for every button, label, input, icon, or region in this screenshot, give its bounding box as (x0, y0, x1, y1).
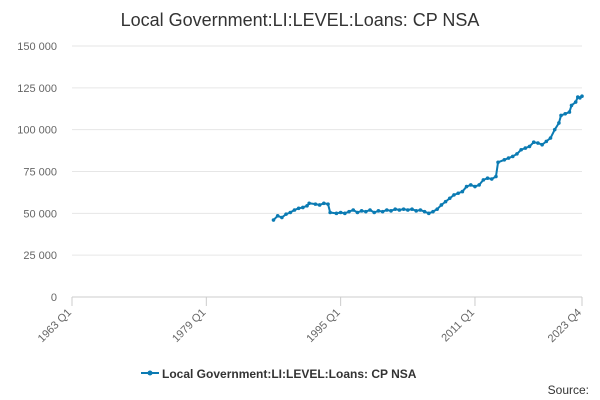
data-point[interactable] (456, 191, 460, 196)
data-point[interactable] (364, 209, 368, 214)
data-point[interactable] (473, 184, 477, 189)
y-tick-label: 125 000 (17, 83, 57, 95)
data-point[interactable] (397, 208, 402, 212)
data-point[interactable] (523, 146, 528, 150)
data-point[interactable] (477, 183, 481, 187)
data-point[interactable] (460, 189, 465, 194)
data-point[interactable] (280, 215, 284, 220)
data-point[interactable] (569, 103, 574, 108)
data-point[interactable] (292, 208, 297, 212)
data-point[interactable] (288, 210, 293, 215)
data-point[interactable] (406, 208, 410, 212)
data-point[interactable] (536, 141, 540, 145)
data-point[interactable] (301, 205, 305, 210)
data-point[interactable] (334, 211, 339, 216)
legend[interactable]: Local Government:LI:LEVEL:Loans: CP NSA (141, 367, 417, 381)
data-point[interactable] (439, 203, 444, 207)
data-point[interactable] (548, 136, 553, 140)
data-point[interactable] (557, 121, 561, 125)
series-line[interactable] (272, 95, 583, 222)
data-point[interactable] (489, 177, 494, 181)
data-point[interactable] (464, 184, 469, 189)
data-point[interactable] (567, 110, 572, 114)
y-tick-label: 50 000 (23, 208, 57, 220)
data-point[interactable] (328, 210, 332, 215)
data-point[interactable] (481, 178, 486, 182)
data-point[interactable] (317, 203, 322, 207)
data-point[interactable] (552, 127, 557, 132)
data-point[interactable] (447, 196, 452, 201)
data-point[interactable] (414, 209, 419, 213)
data-point[interactable] (307, 201, 311, 206)
data-point[interactable] (540, 142, 544, 147)
data-point[interactable] (502, 157, 507, 162)
data-point[interactable] (580, 94, 584, 98)
data-point[interactable] (563, 111, 568, 116)
data-point[interactable] (431, 209, 435, 214)
data-point[interactable] (313, 202, 318, 206)
data-point[interactable] (359, 209, 364, 213)
data-point[interactable] (559, 113, 563, 118)
x-tick-label: 1995 Q1 (304, 307, 342, 345)
data-point[interactable] (468, 183, 473, 187)
data-point[interactable] (343, 211, 347, 216)
x-tick-label: 1979 Q1 (170, 307, 208, 345)
data-point[interactable] (426, 211, 431, 216)
data-point[interactable] (368, 208, 372, 212)
data-point[interactable] (338, 210, 343, 215)
series-layer (271, 94, 584, 222)
chart-title: Local Government:LI:LEVEL:Loans: CP NSA (121, 10, 480, 30)
data-point[interactable] (519, 147, 523, 152)
data-point[interactable] (496, 160, 500, 165)
data-point[interactable] (401, 207, 406, 211)
data-point[interactable] (380, 209, 385, 214)
data-point[interactable] (355, 210, 360, 215)
data-point[interactable] (435, 207, 439, 211)
data-point[interactable] (410, 207, 414, 211)
y-tick-label: 150 000 (17, 41, 57, 53)
data-point[interactable] (385, 208, 389, 212)
data-point[interactable] (515, 152, 519, 156)
y-tick-label: 0 (51, 292, 57, 304)
data-point[interactable] (326, 202, 330, 206)
data-point[interactable] (271, 218, 276, 222)
data-point[interactable] (506, 156, 511, 160)
data-point[interactable] (418, 208, 423, 212)
data-point[interactable] (443, 199, 448, 204)
data-point[interactable] (485, 176, 490, 180)
data-point[interactable] (422, 209, 427, 214)
data-point[interactable] (452, 193, 456, 197)
data-point[interactable] (494, 174, 498, 179)
gridlines (72, 45, 582, 298)
legend-label: Local Government:LI:LEVEL:Loans: CP NSA (162, 367, 417, 381)
data-point[interactable] (544, 139, 549, 144)
legend-point-marker (147, 370, 153, 376)
data-point[interactable] (393, 207, 398, 211)
axes: 0 25 000 50 000 75 000 100 000 125 000 150 000… (17, 41, 584, 345)
data-point[interactable] (347, 209, 351, 214)
y-tick-label: 25 000 (23, 250, 57, 262)
data-point[interactable] (305, 204, 309, 208)
x-tick-label: 2023 Q4 (546, 307, 584, 345)
data-point[interactable] (573, 100, 578, 104)
data-point[interactable] (275, 214, 280, 218)
source-label: Source: (548, 383, 589, 397)
x-tick-label: 2011 Q1 (439, 307, 477, 345)
y-tick-label: 75 000 (23, 167, 57, 179)
data-point[interactable] (527, 144, 532, 149)
x-tick-label: 1963 Q1 (36, 307, 74, 345)
data-point[interactable] (296, 206, 301, 211)
y-tick-label: 100 000 (17, 125, 57, 137)
data-point[interactable] (531, 140, 536, 145)
data-point[interactable] (284, 212, 288, 216)
data-point[interactable] (510, 154, 515, 159)
data-point[interactable] (372, 210, 377, 215)
data-point[interactable] (322, 201, 326, 206)
data-point[interactable] (376, 209, 381, 213)
data-point[interactable] (389, 209, 393, 213)
data-point[interactable] (351, 208, 356, 212)
